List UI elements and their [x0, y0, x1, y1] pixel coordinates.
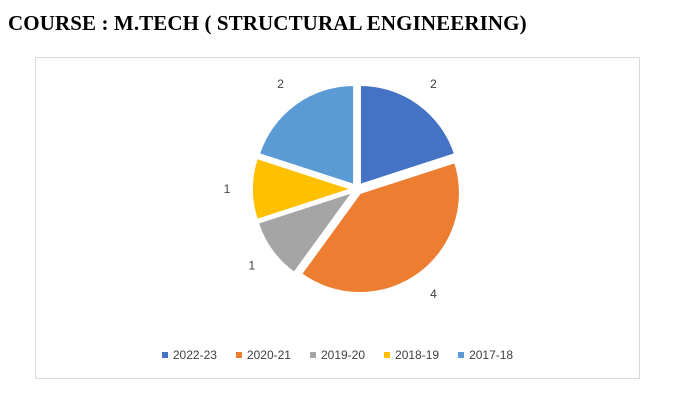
data-label-2022-23: 2 [430, 77, 437, 91]
data-label-2018-19: 1 [224, 182, 231, 196]
data-label-2017-18: 2 [277, 77, 284, 91]
pie-slice-2020-21 [299, 160, 461, 295]
legend-item-2022-23: 2022-23 [161, 348, 217, 362]
legend-swatch [161, 352, 168, 358]
pie-chart: 2 4 1 1 2 2022-23 2020-21 2019-20 2018-19 2017-1… [35, 57, 640, 379]
legend-swatch [384, 352, 391, 358]
legend-label: 2020-21 [246, 348, 291, 362]
pie-slice-2018-19 [251, 156, 356, 222]
legend-swatch [235, 352, 242, 358]
pie-chart-plot: 2 4 1 1 2 [224, 77, 461, 301]
data-label-2019-20: 1 [248, 258, 255, 272]
legend-label: 2018-19 [395, 348, 440, 362]
pie-slice-2017-18 [257, 83, 356, 187]
legend-item-2018-19: 2018-19 [384, 348, 439, 362]
legend-item-2019-20: 2019-20 [309, 348, 366, 362]
page-heading: COURSE : M.TECH ( STRUCTURAL ENGINEERING… [8, 11, 527, 35]
legend-label: 2022-23 [172, 348, 217, 362]
data-label-2020-21: 4 [430, 287, 437, 301]
legend-label: 2019-20 [320, 348, 366, 362]
pie-slice-2019-20 [256, 190, 356, 275]
legend-swatch [309, 352, 316, 358]
chart-legend: 2022-23 2020-21 2019-20 2018-19 2017-18 [36, 348, 639, 362]
legend-item-2017-18: 2017-18 [458, 348, 513, 362]
pie-slice-2022-23 [358, 83, 457, 187]
legend-item-2020-21: 2020-21 [235, 348, 291, 362]
legend-label: 2017-18 [469, 348, 514, 362]
legend-swatch [458, 352, 465, 358]
